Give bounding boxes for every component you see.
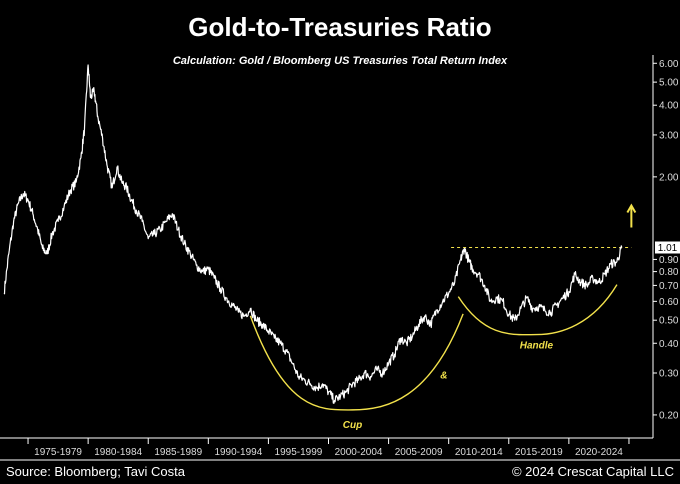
y-tick-label: 0.70 [659,281,679,292]
x-tick-label: 1975-1979 [34,447,82,458]
ampersand-label: & [440,370,447,381]
y-tick-label: 3.00 [659,130,679,141]
annotations-layer: Cup&Handle↑ [249,203,637,431]
x-tick-label: 2005-2009 [395,447,443,458]
y-tick-label: 0.30 [659,369,679,380]
cup-label: Cup [343,420,362,431]
x-tick-label: 1990-1994 [214,447,262,458]
x-tick-label: 2010-2014 [455,447,503,458]
x-tick-label: 1995-1999 [275,447,323,458]
series-line-gold-treasuries [3,64,623,404]
up-arrow-icon [626,203,637,213]
x-tick-label: 1985-1989 [154,447,202,458]
series-layer [3,64,623,404]
last-value-marker: 1.01 [655,241,680,254]
x-tick-label: 2015-2019 [515,447,563,458]
source-note: Source: Bloomberg; Tavi Costa [6,464,186,479]
copyright-note: © 2024 Crescat Capital LLC [512,464,674,479]
chart-subtitle: Calculation: Gold / Bloomberg US Treasur… [173,55,508,67]
y-tick-label: 0.90 [659,255,679,266]
y-tick-label: 4.00 [659,101,679,112]
x-axis-ticks: 1975-1979 1980-1984 1985-1989 1990-1994 1995… [27,438,630,458]
y-axis-ticks: 6.00 5.00 4.00 3.00 2.00 0.900.80 0.70 0.60 0.50… [653,59,679,421]
chart-title: Gold-to-Treasuries Ratio [188,12,491,42]
handle-label: Handle [520,341,554,352]
cup-curve [249,313,464,411]
handle-curve [457,284,618,336]
y-tick-label: 2.00 [659,172,679,183]
y-tick-label: 0.20 [659,410,679,421]
y-tick-label: 0.40 [659,339,679,350]
y-tick-label: 0.60 [659,297,679,308]
x-tick-label: 1980-1984 [94,447,142,458]
y-tick-label: 6.00 [659,59,679,70]
x-tick-label: 2000-2004 [335,447,383,458]
y-tick-label: 5.00 [659,78,679,89]
last-value-box [655,241,680,254]
last-value-label: 1.01 [658,243,678,254]
y-tick-label: 0.80 [659,267,679,278]
y-tick-label: 0.50 [659,316,679,327]
x-tick-label: 2020-2024 [575,447,623,458]
